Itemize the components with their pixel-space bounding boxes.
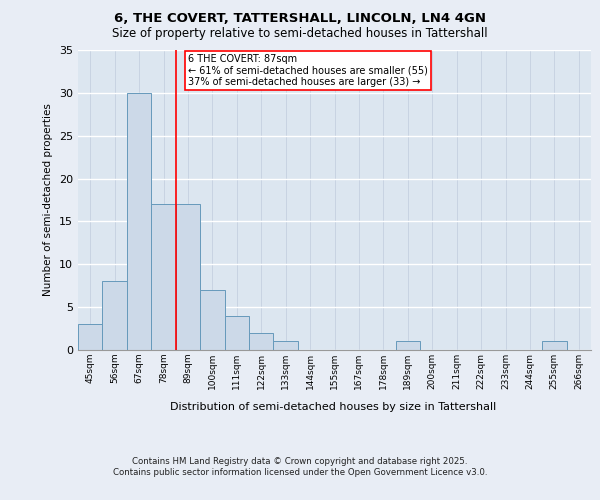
Text: Contains HM Land Registry data © Crown copyright and database right 2025.
Contai: Contains HM Land Registry data © Crown c… [113, 458, 487, 477]
Bar [542, 342, 566, 350]
Y-axis label: Number of semi-detached properties: Number of semi-detached properties [43, 104, 53, 296]
Text: Distribution of semi-detached houses by size in Tattershall: Distribution of semi-detached houses by … [170, 402, 496, 412]
Text: Size of property relative to semi-detached houses in Tattershall: Size of property relative to semi-detach… [112, 28, 488, 40]
Bar [274, 342, 298, 350]
Text: 6, THE COVERT, TATTERSHALL, LINCOLN, LN4 4GN: 6, THE COVERT, TATTERSHALL, LINCOLN, LN4… [114, 12, 486, 26]
Bar [176, 204, 200, 350]
Bar [127, 93, 151, 350]
Text: 6 THE COVERT: 87sqm
← 61% of semi-detached houses are smaller (55)
37% of semi-d: 6 THE COVERT: 87sqm ← 61% of semi-detach… [188, 54, 428, 88]
Bar [249, 333, 274, 350]
Bar [200, 290, 224, 350]
Bar [151, 204, 176, 350]
Bar [395, 342, 420, 350]
Bar [103, 282, 127, 350]
Bar [78, 324, 103, 350]
Bar [224, 316, 249, 350]
